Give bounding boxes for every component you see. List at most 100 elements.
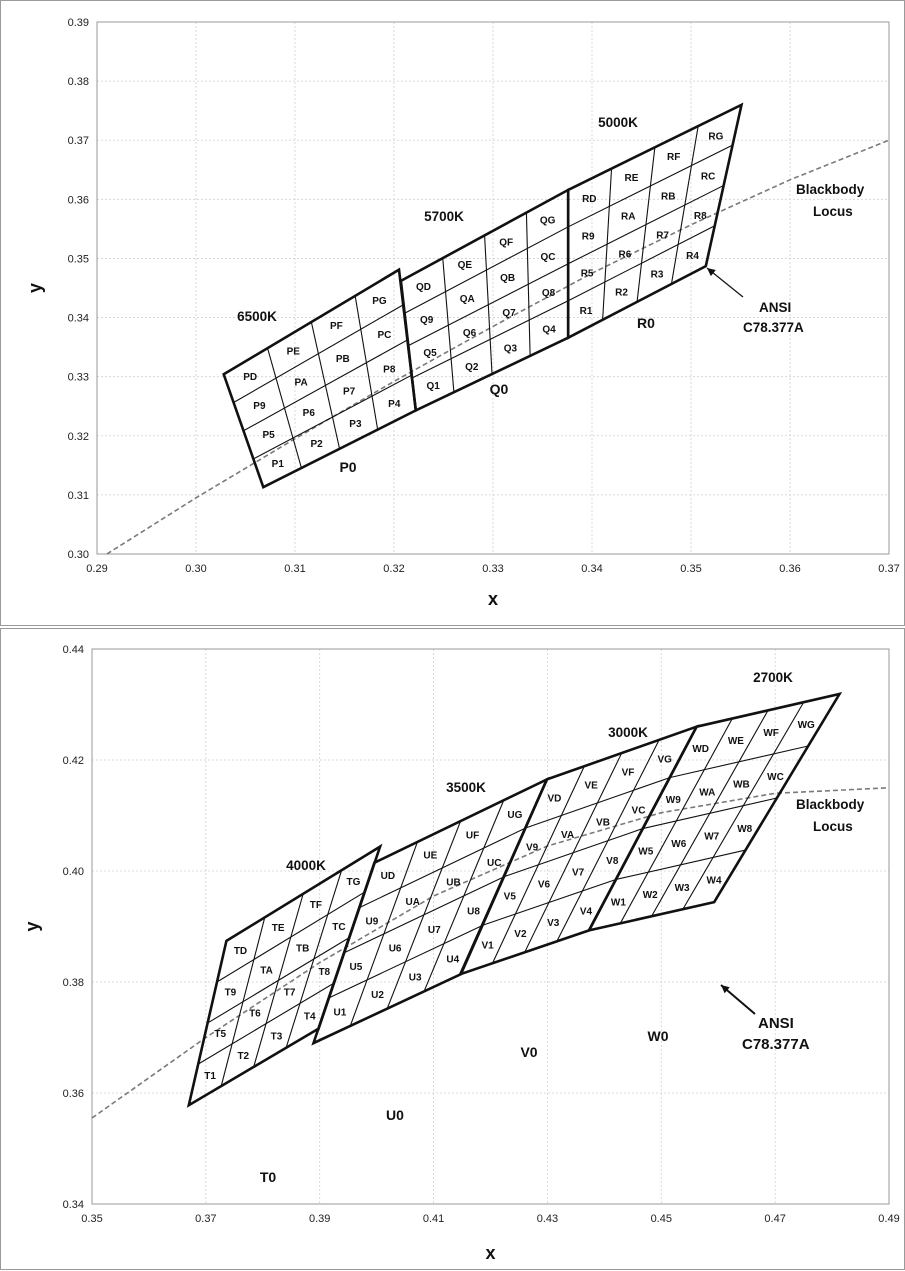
- bin-cell-label: UF: [466, 830, 479, 841]
- bin-cell-label: U2: [371, 990, 384, 1001]
- y-tick-label: 0.31: [68, 490, 89, 502]
- bin-cell-label: T6: [249, 1008, 261, 1019]
- bin-cell-label: P9: [253, 401, 266, 412]
- x-tick-label: 0.49: [878, 1213, 899, 1225]
- bin-group-label: W0: [648, 1028, 669, 1044]
- bin-cell-label: WE: [728, 736, 744, 747]
- bin-cell-label: PC: [377, 330, 391, 341]
- quadrangle-4000k: TD TE TF TG T9 TA TB TC T5 T6 T7 T8 T1 T2 T3 T4: [186, 843, 383, 1108]
- bin-cell-label: UD: [381, 871, 395, 882]
- y-tick-label: 0.37: [68, 135, 89, 147]
- bin-cell-label: RB: [661, 191, 675, 202]
- bin-cell-label: W7: [704, 831, 719, 842]
- bin-cell-label: UE: [423, 851, 437, 862]
- bin-cell-label: QB: [500, 273, 515, 284]
- bin-cell-label: Q9: [420, 315, 434, 326]
- y-tick-label: 0.40: [63, 866, 84, 878]
- quadrangle-outline: [586, 692, 843, 933]
- bin-cell-label: U1: [334, 1008, 347, 1019]
- x-tick-label: 0.37: [195, 1213, 216, 1225]
- bin-cell-label: T4: [304, 1012, 316, 1023]
- x-axis-title: x: [488, 589, 498, 609]
- quadrangle-3500k: UD UE UF UG U9 UA UB UC U5 U6 U7 U8 U1 U2 U3 U4: [311, 776, 550, 1046]
- cct-label: 5700K: [424, 209, 464, 224]
- bin-cell-label: W8: [737, 824, 752, 835]
- bin-grid-line: [207, 937, 350, 1024]
- bin-cell-label: R8: [694, 211, 707, 222]
- bin-grid-line: [328, 925, 483, 999]
- cct-label: 5000K: [598, 115, 638, 130]
- bin-cell-label: QG: [540, 215, 556, 226]
- bin-cell-label: P4: [388, 399, 401, 410]
- bin-cell-label: WD: [692, 744, 709, 755]
- blackbody-locus-label: Locus: [813, 819, 853, 834]
- bin-cell-label: PE: [287, 347, 301, 358]
- x-tick-label: 0.30: [185, 563, 206, 575]
- bin-cell-label: T9: [225, 988, 237, 999]
- bin-cell-label: VF: [622, 768, 635, 779]
- cct-label: 6500K: [237, 309, 277, 324]
- x-tick-label: 0.39: [309, 1213, 330, 1225]
- bin-cell-label: R1: [580, 306, 593, 317]
- bin-cell-label: Q3: [504, 343, 518, 354]
- bin-cell-label: R6: [619, 250, 632, 261]
- bin-group-label: P0: [339, 459, 356, 475]
- bin-grid-line: [411, 300, 569, 379]
- y-tick-label: 0.34: [68, 313, 89, 325]
- bin-grid-line: [670, 125, 699, 285]
- cct-label: 4000K: [286, 858, 326, 873]
- y-axis-title: y: [25, 283, 45, 293]
- ansi-arrow-head: [721, 985, 730, 994]
- bin-grid-line: [615, 849, 746, 881]
- bin-cell-label: R5: [581, 269, 594, 280]
- bin-grid-line: [354, 295, 379, 430]
- bin-cell-label: Q8: [542, 288, 556, 299]
- quadrangle-outline: [566, 102, 744, 340]
- bin-grid-line: [642, 797, 777, 830]
- bin-cell-label: VA: [561, 830, 574, 841]
- x-tick-label: 0.35: [81, 1213, 102, 1225]
- bin-cell-label: TB: [296, 944, 309, 955]
- bin-cell-label: V6: [538, 880, 551, 891]
- bin-cell-label: U8: [467, 907, 480, 918]
- bin-cell-label: TE: [272, 923, 285, 934]
- bin-cell-label: RG: [708, 131, 723, 142]
- bin-cell-label: VD: [547, 793, 561, 804]
- y-tick-label: 0.38: [68, 76, 89, 88]
- bin-cell-label: RA: [621, 211, 635, 222]
- bin-grid-line: [481, 878, 617, 927]
- bin-cell-label: P3: [349, 419, 362, 430]
- y-tick-label: 0.32: [68, 431, 89, 443]
- y-tick-label: 0.44: [63, 644, 84, 656]
- bin-cell-label: VG: [657, 755, 672, 766]
- bin-cell-label: QE: [458, 260, 473, 271]
- x-tick-label: 0.47: [764, 1213, 785, 1225]
- y-tick-label: 0.36: [63, 1088, 84, 1100]
- bin-cell-label: R9: [582, 231, 595, 242]
- bin-cell-label: R7: [656, 230, 669, 241]
- bin-group-label: U0: [386, 1107, 404, 1123]
- bin-cell-label: T5: [214, 1029, 226, 1040]
- x-tick-label: 0.35: [680, 563, 701, 575]
- x-tick-label: 0.33: [482, 563, 503, 575]
- quadrangle-5700k: QD QE QF QG Q9 QA QB QC Q5 Q6 Q7 Q8 Q1 Q2 Q3 Q4: [399, 187, 570, 413]
- y-tick-label: 0.34: [63, 1199, 84, 1211]
- bin-cell-label: QC: [541, 252, 556, 263]
- bin-cell-label: PD: [243, 372, 257, 383]
- bin-grid-line: [343, 876, 505, 954]
- x-tick-label: 0.45: [651, 1213, 672, 1225]
- bin-cell-label: TG: [347, 877, 361, 888]
- bin-cell-label: WF: [763, 728, 779, 739]
- bin-cell-label: W3: [675, 883, 690, 894]
- y-tick-label: 0.35: [68, 253, 89, 265]
- y-tick-label: 0.39: [68, 17, 89, 29]
- bin-grid-line: [682, 701, 805, 910]
- bin-cell-label: VE: [585, 780, 599, 791]
- x-tick-label: 0.36: [779, 563, 800, 575]
- blackbody-locus-label: Locus: [813, 204, 853, 219]
- bin-cell-label: U3: [409, 972, 422, 983]
- bin-cell-label: RF: [667, 152, 680, 163]
- blackbody-locus-label: Blackbody: [796, 797, 865, 812]
- bin-cell-label: T7: [284, 988, 296, 999]
- bin-cell-label: VC: [632, 805, 646, 816]
